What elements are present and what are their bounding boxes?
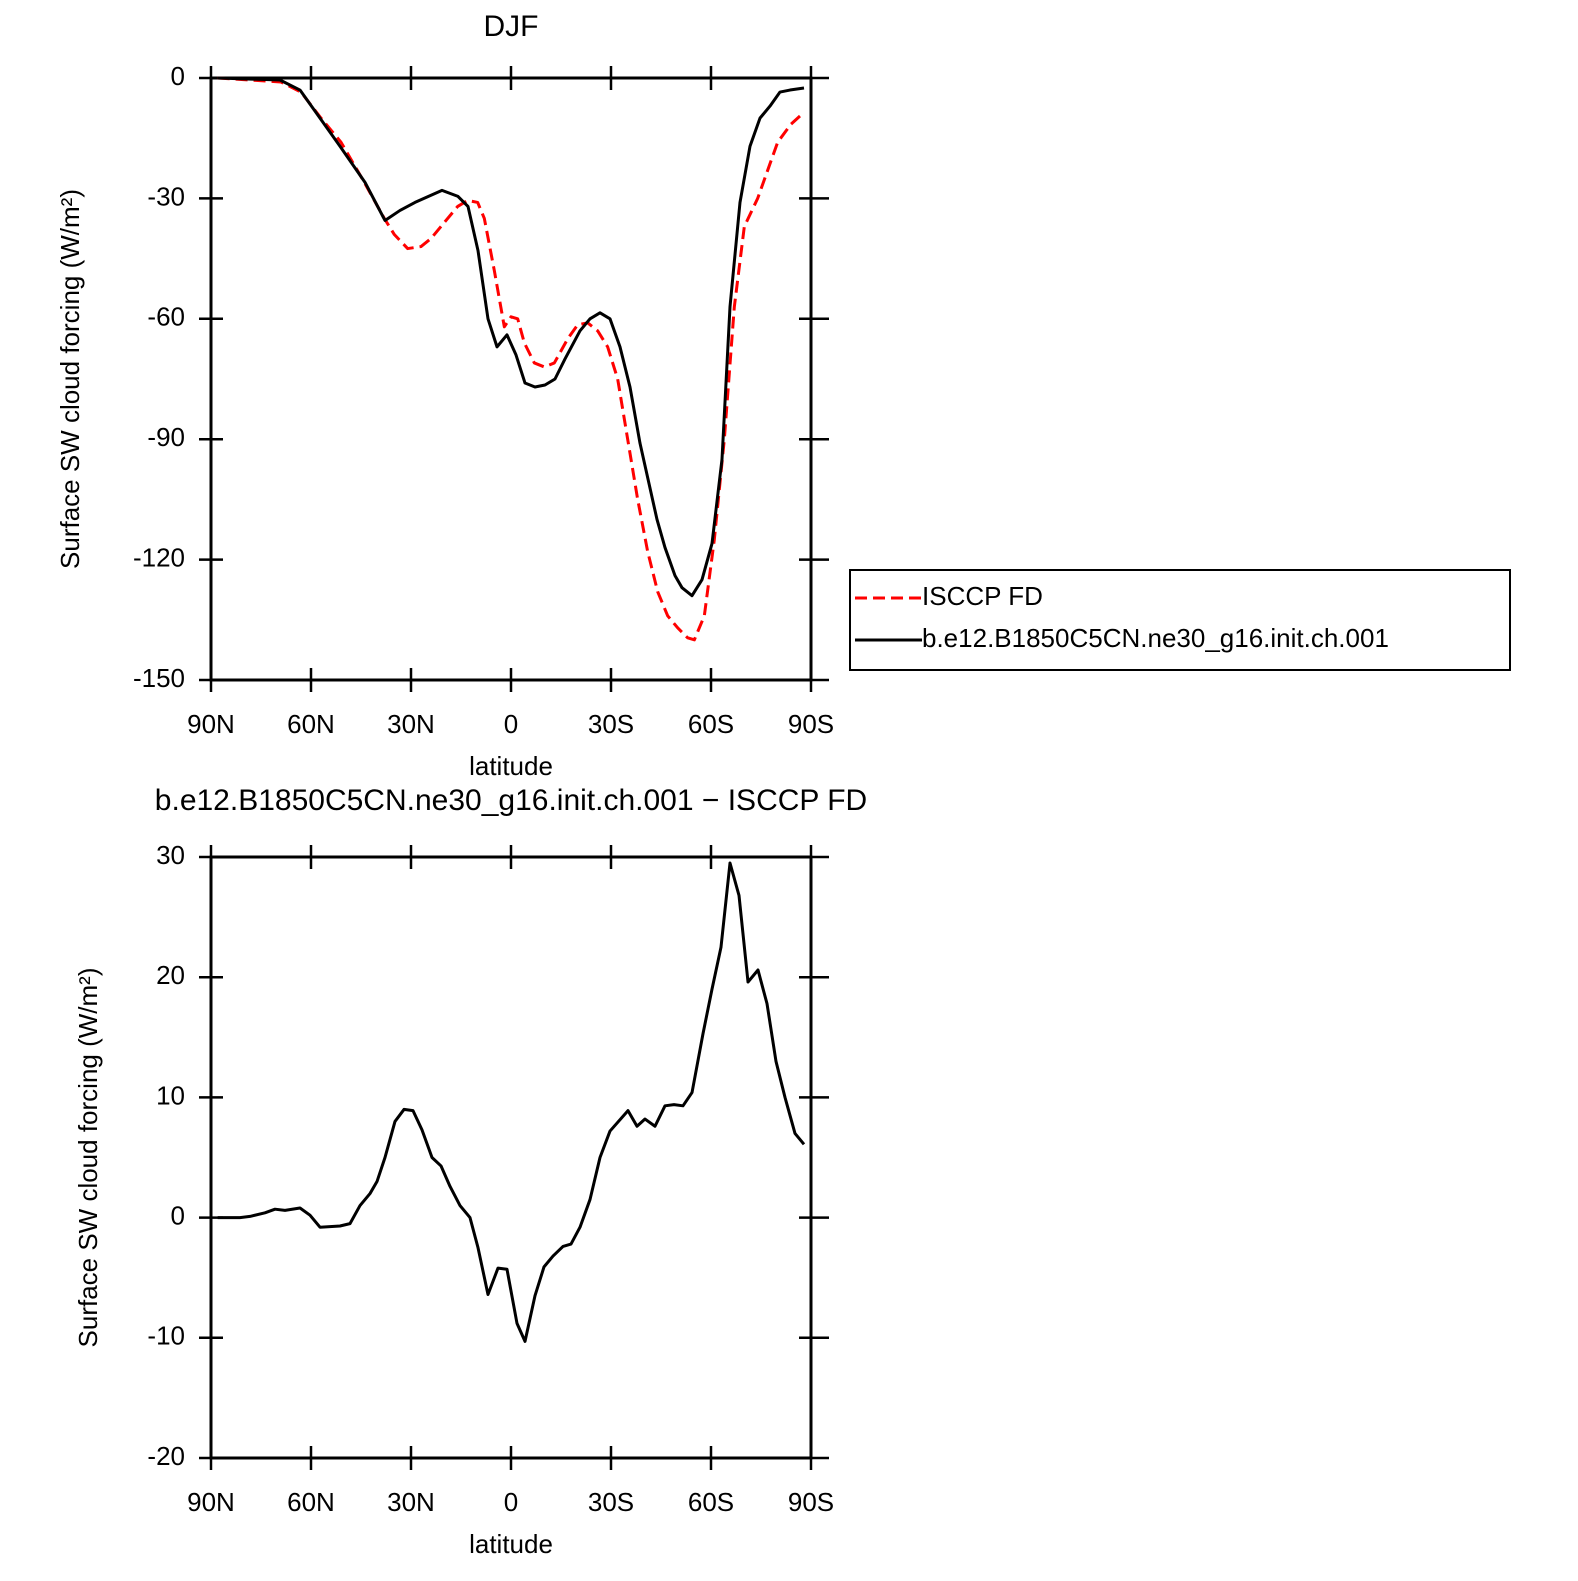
x-tick-label: 0 bbox=[504, 1487, 518, 1517]
legend-box bbox=[849, 569, 1511, 671]
x-tick-label: 60N bbox=[287, 1487, 335, 1517]
data-line bbox=[217, 76, 805, 598]
data-line bbox=[217, 861, 806, 1343]
plot-frame bbox=[209, 855, 813, 1460]
y-tick-label: 10 bbox=[156, 1080, 185, 1110]
y-axis-label: Surface SW cloud forcing (W/m²) bbox=[73, 968, 103, 1348]
data-line bbox=[217, 76, 806, 642]
y-tick-label: 0 bbox=[171, 61, 185, 91]
y-tick-label: -30 bbox=[147, 181, 185, 211]
chart-title: DJF bbox=[484, 10, 539, 43]
y-tick-label: 0 bbox=[171, 1200, 185, 1230]
x-axis-label: latitude bbox=[469, 1529, 553, 1559]
y-tick-label: 20 bbox=[156, 960, 185, 990]
chart-title: b.e12.B1850C5CN.ne30_g16.init.ch.001 − I… bbox=[155, 784, 867, 817]
x-tick-label: 90S bbox=[788, 1487, 834, 1517]
x-tick-label: 60S bbox=[688, 709, 734, 739]
legend-label: ISCCP FD bbox=[922, 581, 1043, 611]
y-tick-label: -90 bbox=[147, 422, 185, 452]
y-axis-label: Surface SW cloud forcing (W/m²) bbox=[55, 189, 85, 569]
y-tick-label: -10 bbox=[147, 1321, 185, 1351]
y-tick-label: 30 bbox=[156, 840, 185, 870]
y-tick-label: -120 bbox=[133, 542, 185, 572]
x-tick-label: 60N bbox=[287, 709, 335, 739]
x-tick-label: 90N bbox=[187, 1487, 235, 1517]
plot-frame bbox=[209, 76, 813, 682]
x-tick-label: 30N bbox=[387, 1487, 435, 1517]
x-tick-label: 30S bbox=[588, 709, 634, 739]
y-tick-label: -150 bbox=[133, 663, 185, 693]
x-tick-label: 60S bbox=[688, 1487, 734, 1517]
x-axis-label: latitude bbox=[469, 751, 553, 781]
x-tick-label: 30S bbox=[588, 1487, 634, 1517]
x-tick-label: 90S bbox=[788, 709, 834, 739]
x-tick-label: 0 bbox=[504, 709, 518, 739]
legend-label: b.e12.B1850C5CN.ne30_g16.init.ch.001 bbox=[922, 623, 1389, 653]
y-tick-label: -60 bbox=[147, 302, 185, 332]
x-tick-label: 30N bbox=[387, 709, 435, 739]
x-tick-label: 90N bbox=[187, 709, 235, 739]
y-tick-label: -20 bbox=[147, 1441, 185, 1471]
